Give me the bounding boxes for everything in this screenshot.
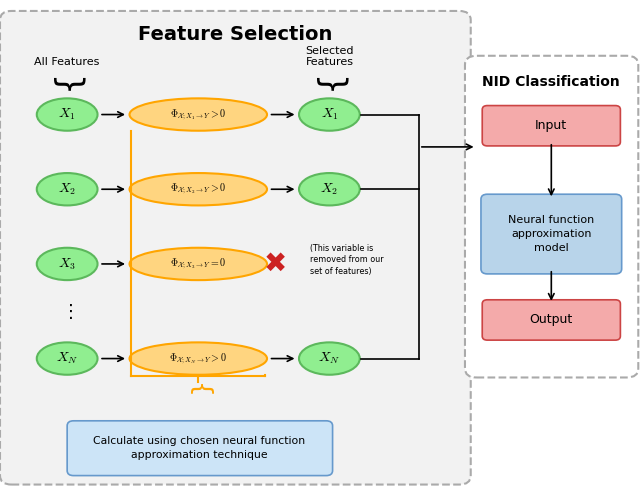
Text: {: { xyxy=(51,69,84,90)
Text: {: { xyxy=(186,383,211,399)
Ellipse shape xyxy=(299,343,360,374)
Ellipse shape xyxy=(129,248,267,280)
Ellipse shape xyxy=(129,173,267,205)
Text: $X_1$: $X_1$ xyxy=(321,107,338,122)
Text: $\Phi_{\mathcal{X};X_N \to Y} > 0$: $\Phi_{\mathcal{X};X_N \to Y} > 0$ xyxy=(169,352,227,366)
Text: {: { xyxy=(313,69,346,90)
Ellipse shape xyxy=(129,98,267,130)
FancyBboxPatch shape xyxy=(67,421,333,476)
Text: $X_2$: $X_2$ xyxy=(321,182,339,197)
Text: $X_2$: $X_2$ xyxy=(58,182,76,197)
Text: $X_N$: $X_N$ xyxy=(56,351,78,366)
Text: Input: Input xyxy=(535,119,568,132)
Ellipse shape xyxy=(36,98,97,130)
Ellipse shape xyxy=(36,248,97,280)
Ellipse shape xyxy=(36,343,97,374)
Text: Selected
Features: Selected Features xyxy=(305,46,354,67)
FancyBboxPatch shape xyxy=(482,300,620,340)
Ellipse shape xyxy=(36,173,97,205)
Text: $\Phi_{\mathcal{X};X_2 \to Y} > 0$: $\Phi_{\mathcal{X};X_2 \to Y} > 0$ xyxy=(170,182,227,196)
Ellipse shape xyxy=(299,173,360,205)
Text: $\Phi_{\mathcal{X};X_3 \to Y} = 0$: $\Phi_{\mathcal{X};X_3 \to Y} = 0$ xyxy=(170,257,227,271)
Text: $\Phi_{\mathcal{X};X_1 \to Y} > 0$: $\Phi_{\mathcal{X};X_1 \to Y} > 0$ xyxy=(170,108,227,122)
Text: NID Classification: NID Classification xyxy=(483,75,620,89)
Text: Feature Selection: Feature Selection xyxy=(138,25,333,44)
FancyBboxPatch shape xyxy=(482,106,620,146)
Text: $X_3$: $X_3$ xyxy=(58,256,76,271)
Text: $X_1$: $X_1$ xyxy=(58,107,76,122)
Text: All Features: All Features xyxy=(35,57,100,67)
Ellipse shape xyxy=(129,343,267,374)
Text: Output: Output xyxy=(530,313,573,327)
FancyBboxPatch shape xyxy=(0,11,471,485)
FancyBboxPatch shape xyxy=(465,56,638,377)
Text: Neural function
approximation
model: Neural function approximation model xyxy=(508,215,595,253)
Ellipse shape xyxy=(299,98,360,130)
FancyBboxPatch shape xyxy=(481,194,621,274)
Text: Calculate using chosen neural function
approximation technique: Calculate using chosen neural function a… xyxy=(93,436,306,460)
Text: (This variable is
removed from our
set of features): (This variable is removed from our set o… xyxy=(310,244,384,276)
Text: $X_N$: $X_N$ xyxy=(318,351,340,366)
Text: ✖: ✖ xyxy=(264,250,287,278)
Text: $\vdots$: $\vdots$ xyxy=(61,302,73,321)
